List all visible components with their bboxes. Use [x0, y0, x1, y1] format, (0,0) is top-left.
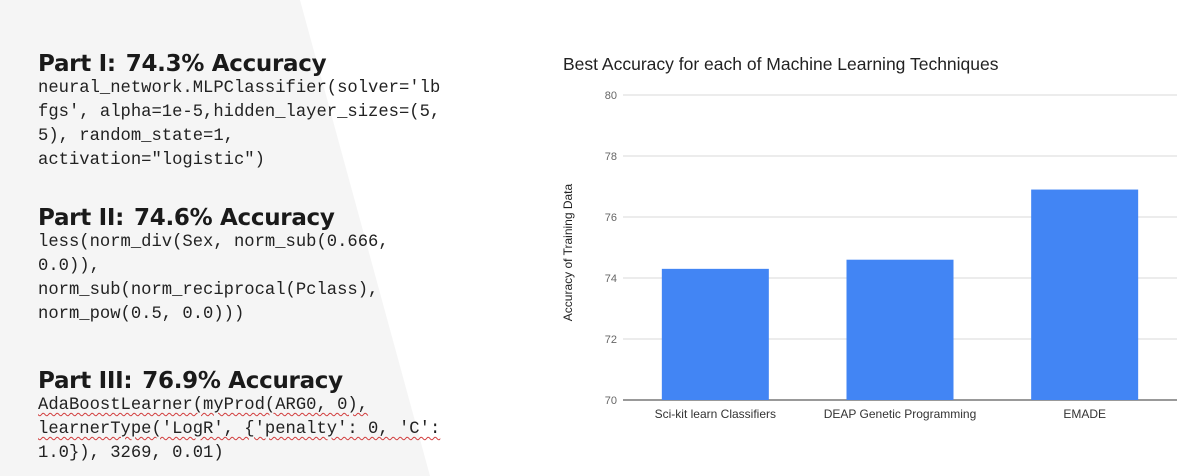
- code-line: norm_pow(0.5, 0.0))): [38, 305, 245, 324]
- part-2-heading: Part II: 74.6% Accuracy: [38, 205, 389, 231]
- code-line: 1.0}), 3269, 0.01): [38, 444, 224, 463]
- accuracy-bar-chart: 70 72 74 76 78 80 Accuracy of Training Data Sci…: [561, 90, 1177, 421]
- part-2-block: Part II: 74.6% Accuracy less(norm_div(Sex…: [38, 205, 389, 327]
- bar: [1031, 189, 1139, 400]
- code-line: learnerType('LogR', {'penalty': 0, 'C':: [38, 420, 441, 439]
- part-3-heading: Part III: 76.9% Accuracy: [38, 368, 440, 394]
- part-1-block: Part I: 74.3% Accuracy neural_network.MLP…: [38, 51, 440, 173]
- part-2-code: less(norm_div(Sex, norm_sub(0.666, 0.0)),…: [38, 231, 389, 327]
- y-tick-label: 70: [605, 395, 617, 407]
- part-3-accuracy: 76.9% Accuracy: [142, 368, 343, 394]
- y-tick-label: 76: [605, 212, 617, 224]
- y-tick-label: 74: [605, 273, 617, 285]
- part-1-label: Part I:: [38, 51, 116, 77]
- chart-title: Best Accuracy for each of Machine Learni…: [563, 54, 999, 74]
- code-line: less(norm_div(Sex, norm_sub(0.666,: [38, 233, 389, 252]
- x-tick-label: DEAP Genetic Programming: [824, 407, 977, 421]
- code-line: 0.0)),: [38, 257, 100, 276]
- part-3-block: Part III: 76.9% Accuracy AdaBoostLearner(…: [38, 368, 440, 466]
- bar: [661, 268, 769, 400]
- part-3-code: AdaBoostLearner(myProd(ARG0, 0), learnerT…: [38, 394, 440, 466]
- bar: [846, 259, 954, 400]
- part-1-heading: Part I: 74.3% Accuracy: [38, 51, 440, 77]
- code-line: norm_sub(norm_reciprocal(Pclass),: [38, 281, 379, 300]
- part-3-label: Part III:: [38, 368, 133, 394]
- part-1-accuracy: 74.3% Accuracy: [125, 51, 327, 77]
- code-line: 5), random_state=1,: [38, 127, 234, 146]
- y-tick-label: 80: [605, 90, 617, 102]
- y-tick-label: 72: [605, 334, 617, 346]
- code-line: activation="logistic"): [38, 151, 265, 170]
- part-2-accuracy: 74.6% Accuracy: [134, 205, 335, 231]
- code-line: AdaBoostLearner(myProd(ARG0, 0),: [38, 396, 369, 415]
- code-line: fgs', alpha=1e-5,hidden_layer_sizes=(5,: [38, 103, 441, 122]
- x-tick-label: EMADE: [1063, 407, 1106, 421]
- x-tick-label: Sci-kit learn Classifiers: [655, 407, 776, 421]
- part-2-label: Part II:: [38, 205, 125, 231]
- code-line: neural_network.MLPClassifier(solver='lb: [38, 79, 441, 98]
- y-axis-label: Accuracy of Training Data: [561, 183, 575, 321]
- y-tick-label: 78: [605, 151, 617, 163]
